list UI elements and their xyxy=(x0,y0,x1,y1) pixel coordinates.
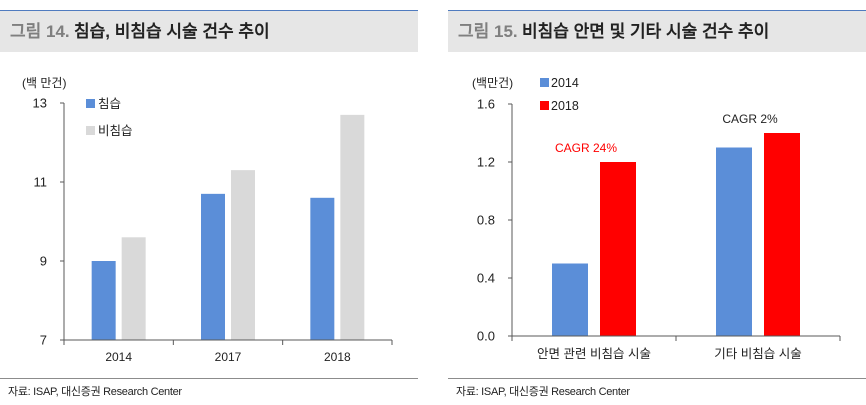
figure-15-source: 자료: ISAP, 대신증권 Research Center xyxy=(456,386,630,398)
y-tick-label: 13 xyxy=(33,96,47,111)
figure-15-source-rule xyxy=(448,378,866,379)
y-tick-label: 7 xyxy=(40,333,47,348)
figure-14-panel: 그림 14. 침습, 비침습 시술 건수 추이 (백 만건) 2014 2017 2… xyxy=(0,0,418,405)
figure-15-title: 비침습 안면 및 기타 시술 건수 추이 xyxy=(522,22,770,41)
bar-series2-cat2 xyxy=(764,133,800,336)
legend-swatch-1 xyxy=(86,99,95,108)
cagr-annotation: CAGR 2% xyxy=(722,112,778,126)
legend-label-2: 2018 xyxy=(551,99,579,113)
x-tick-label: 2014 xyxy=(105,350,132,364)
bar-series1-cat2 xyxy=(201,193,225,340)
bar-series2-cat3 xyxy=(340,114,365,340)
figure-15-unit-label: (백만건) xyxy=(472,76,514,90)
bar-series1-cat1 xyxy=(552,263,588,336)
cagr-annotation: CAGR 24% xyxy=(555,141,617,155)
bar-series1-cat2 xyxy=(716,147,752,336)
y-tick-label: 1.2 xyxy=(477,155,495,170)
y-tick-label: 9 xyxy=(40,254,47,269)
y-tick-label: 1.6 xyxy=(477,97,495,112)
legend-label-1: 2014 xyxy=(551,76,579,90)
legend-label-1: 침습 xyxy=(98,97,121,111)
legend-swatch-1 xyxy=(540,78,549,87)
legend-label-2: 비침습 xyxy=(98,124,133,138)
y-tick-label: 0.0 xyxy=(477,329,495,344)
figure-14-number: 그림 14. xyxy=(10,22,70,41)
figure-14-header: 그림 14. 침습, 비침습 시술 건수 추이 xyxy=(0,10,418,52)
x-tick-label: 2017 xyxy=(215,350,242,364)
figure-14-unit-label: (백 만건) xyxy=(22,76,67,90)
y-tick-label: 11 xyxy=(34,175,48,190)
bar-series2-cat1 xyxy=(121,237,146,340)
figure-15-chart: 안면 관련 비침습 시술 기타 비침습 시술 1.6 1.2 0.8 0.4 0.0 2014… xyxy=(477,76,841,361)
bar-series1-cat3 xyxy=(310,197,335,340)
bar-series1-cat1 xyxy=(91,261,116,340)
figure-15-header: 그림 15. 비침습 안면 및 기타 시술 건수 추이 xyxy=(448,10,866,52)
figure-15-panel: 그림 15. 비침습 안면 및 기타 시술 건수 추이 (백만건) 안면 관련 … xyxy=(448,0,866,405)
y-tick-label: 0.8 xyxy=(477,213,495,228)
x-tick-label: 2018 xyxy=(324,350,351,364)
figure-14-title: 침습, 비침습 시술 건수 추이 xyxy=(74,22,270,41)
x-tick-label: 안면 관련 비침습 시술 xyxy=(537,347,651,361)
figure-15-number: 그림 15. xyxy=(458,22,518,41)
figure-14-source-rule xyxy=(0,378,418,379)
figure-14-source: 자료: ISAP, 대신증권 Research Center xyxy=(8,386,182,398)
x-tick-label: 기타 비침습 시술 xyxy=(714,347,801,361)
y-tick-label: 0.4 xyxy=(477,271,495,286)
legend-swatch-2 xyxy=(540,101,549,110)
bar-series2-cat2 xyxy=(231,170,255,340)
legend-swatch-2 xyxy=(86,126,95,135)
bar-series2-cat1 xyxy=(600,162,636,336)
